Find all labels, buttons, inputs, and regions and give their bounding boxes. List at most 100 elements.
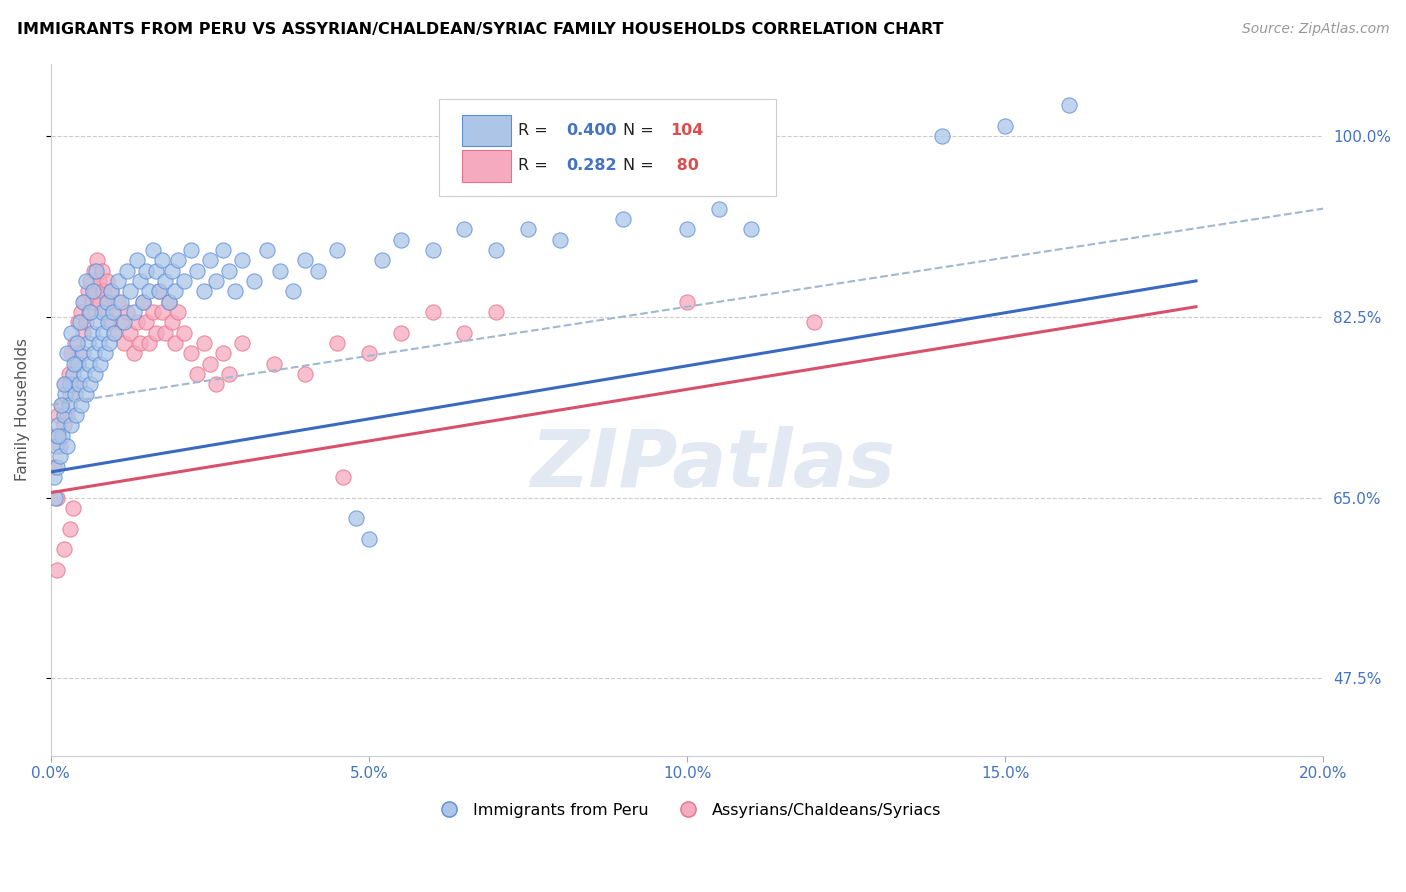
Point — [52, 418, 75, 433]
Point — [87, 274, 110, 288]
Point — [55, 408, 77, 422]
Point — [138, 284, 160, 298]
Point — [612, 211, 634, 226]
Point — [163, 284, 186, 298]
Point — [211, 346, 233, 360]
Point — [98, 335, 121, 350]
Point — [453, 326, 475, 340]
Point — [45, 439, 67, 453]
Point — [231, 253, 253, 268]
Point — [155, 274, 177, 288]
Point — [82, 326, 104, 340]
Point — [79, 305, 101, 319]
Point — [107, 274, 129, 288]
Point — [110, 294, 132, 309]
Point — [89, 294, 111, 309]
Point — [129, 335, 152, 350]
Point — [84, 367, 107, 381]
Point — [66, 357, 89, 371]
Point — [46, 459, 69, 474]
Point — [135, 263, 157, 277]
Point — [180, 346, 202, 360]
Point — [96, 294, 118, 309]
Text: 0.282: 0.282 — [567, 158, 617, 173]
Point — [517, 222, 540, 236]
Point — [112, 315, 135, 329]
Point — [100, 284, 122, 298]
Point — [98, 315, 121, 329]
Point — [44, 491, 66, 505]
Point — [53, 387, 76, 401]
Point — [55, 439, 77, 453]
Point — [112, 335, 135, 350]
Point — [167, 305, 190, 319]
Point — [77, 305, 100, 319]
Text: R =: R = — [517, 158, 553, 173]
FancyBboxPatch shape — [461, 150, 512, 182]
Point — [224, 284, 246, 298]
Point — [73, 367, 96, 381]
Point — [326, 243, 349, 257]
Point — [357, 532, 380, 546]
Point — [48, 418, 70, 433]
Point — [82, 294, 104, 309]
Point — [676, 222, 699, 236]
Point — [155, 326, 177, 340]
Point — [42, 459, 65, 474]
Point — [125, 315, 148, 329]
Point — [198, 253, 221, 268]
Point — [87, 335, 110, 350]
Point — [62, 501, 84, 516]
Point — [186, 263, 208, 277]
Point — [86, 253, 108, 268]
Point — [79, 377, 101, 392]
Point — [70, 398, 93, 412]
Point — [370, 253, 392, 268]
Point — [69, 315, 91, 329]
Point — [163, 335, 186, 350]
Point — [193, 335, 215, 350]
Point — [676, 294, 699, 309]
Point — [63, 335, 86, 350]
Point — [69, 377, 91, 392]
Point — [1057, 98, 1080, 112]
Point — [46, 563, 69, 577]
Point — [45, 429, 67, 443]
Point — [218, 263, 240, 277]
Point — [59, 387, 82, 401]
Point — [145, 263, 167, 277]
Point — [90, 305, 112, 319]
Point — [65, 357, 87, 371]
Point — [150, 253, 173, 268]
Point — [115, 305, 138, 319]
Y-axis label: Family Households: Family Households — [15, 338, 30, 482]
Point — [193, 284, 215, 298]
Point — [707, 202, 730, 216]
Point — [46, 491, 69, 505]
Point — [422, 243, 444, 257]
Point — [53, 377, 76, 392]
Point — [72, 326, 94, 340]
Point — [422, 305, 444, 319]
Point — [49, 439, 72, 453]
Text: ZIPatlas: ZIPatlas — [530, 426, 896, 504]
Text: Source: ZipAtlas.com: Source: ZipAtlas.com — [1241, 22, 1389, 37]
Point — [132, 294, 155, 309]
Point — [84, 263, 107, 277]
Point — [115, 263, 138, 277]
Point — [167, 253, 190, 268]
Point — [135, 315, 157, 329]
Point — [52, 408, 75, 422]
Text: 0.400: 0.400 — [567, 123, 617, 138]
Point — [263, 357, 285, 371]
Point — [740, 222, 762, 236]
Point — [231, 335, 253, 350]
Point — [59, 377, 82, 392]
Point — [294, 367, 316, 381]
Point — [142, 243, 165, 257]
Point — [89, 357, 111, 371]
Point — [485, 243, 508, 257]
Point — [56, 346, 79, 360]
Point — [180, 243, 202, 257]
Point — [91, 326, 114, 340]
